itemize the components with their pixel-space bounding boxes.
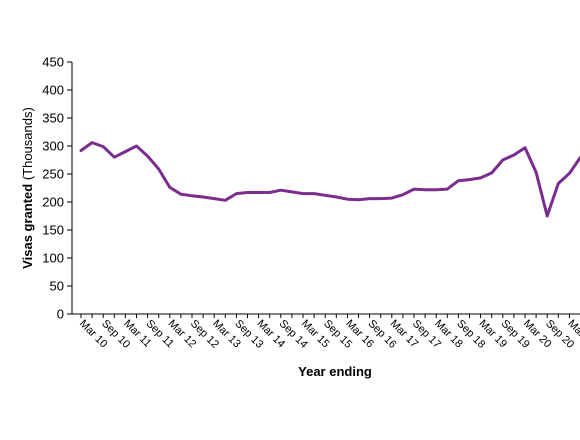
y-tick-label: 200	[42, 195, 64, 210]
series-line	[79, 141, 580, 218]
y-axis-title: Visas granted (Thousands)	[20, 107, 35, 269]
y-tick-label: 0	[57, 307, 64, 322]
y-axis-title-unit: (Thousands)	[20, 107, 35, 184]
y-tick-label: 400	[42, 83, 64, 98]
y-axis: 0 50 100 150 200 250 300 350 400 450	[42, 55, 73, 322]
x-axis-title: Year ending	[298, 364, 372, 379]
y-tick-label: 450	[42, 55, 64, 70]
y-tick-label: 150	[42, 223, 64, 238]
y-axis-title-main: Visas granted	[20, 184, 35, 269]
series-layer	[79, 141, 580, 218]
y-tick-label: 50	[50, 279, 64, 294]
y-tick-label: 300	[42, 139, 64, 154]
y-tick-label: 350	[42, 111, 64, 126]
y-tick-label: 100	[42, 251, 64, 266]
y-tick-label: 250	[42, 167, 64, 182]
